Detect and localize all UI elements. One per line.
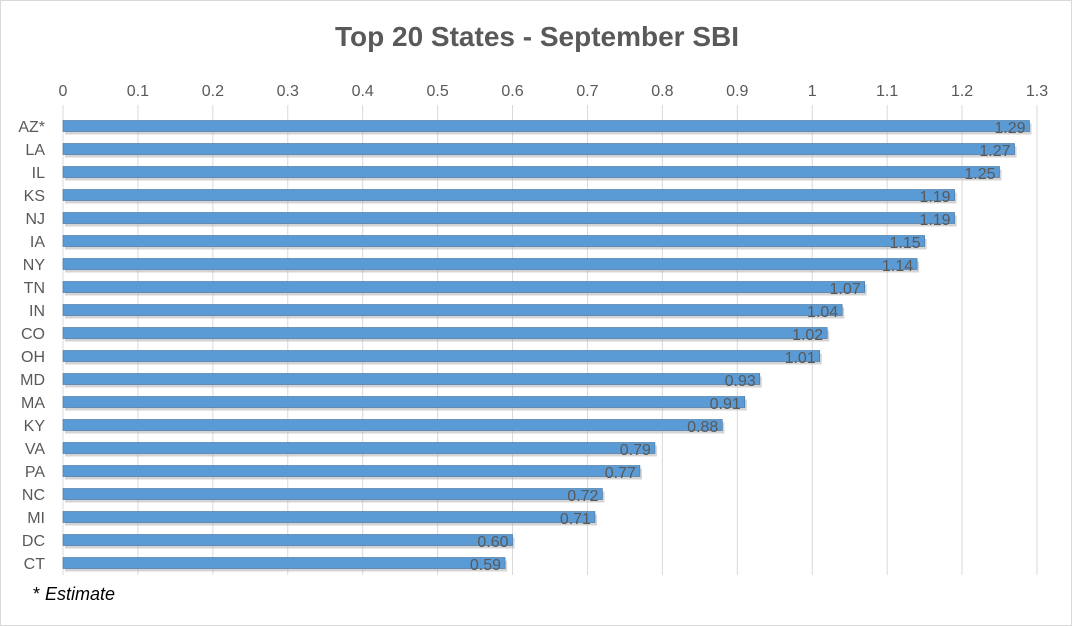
x-tick-label: 0.6 [501, 83, 523, 100]
data-label: 0.91 [710, 396, 741, 413]
bars [62, 120, 1032, 572]
bar [62, 488, 603, 500]
data-label: 1.25 [964, 166, 995, 183]
x-tick-label: 1.1 [876, 83, 898, 100]
data-label: 1.15 [889, 235, 920, 252]
category-label: CT [24, 556, 46, 573]
category-label: IN [29, 303, 45, 320]
bar [62, 465, 641, 477]
chart-title: Top 20 States - September SBI [334, 21, 740, 52]
category-label: CO [21, 326, 45, 343]
bar [62, 511, 596, 523]
data-label: 0.72 [567, 488, 598, 505]
footnote-text: Estimate [45, 584, 116, 604]
category-label: NY [23, 257, 46, 274]
x-tick-label: 0.1 [127, 83, 149, 100]
x-tick-label: 0.9 [726, 83, 748, 100]
data-label: 1.29 [994, 120, 1025, 137]
data-label: 1.27 [979, 143, 1010, 160]
x-tick-label: 1.2 [951, 83, 973, 100]
bar [62, 396, 746, 408]
bar [62, 281, 865, 293]
data-label: 1.07 [830, 281, 861, 298]
data-label: 1.19 [919, 212, 950, 229]
category-label: KY [24, 418, 46, 435]
bar [62, 143, 1015, 155]
category-label: PA [25, 464, 45, 481]
data-label: 1.19 [919, 189, 950, 206]
category-label: NC [22, 487, 45, 504]
x-tick-label: 0.5 [426, 83, 448, 100]
category-label: NJ [25, 211, 45, 228]
x-tick-label: 0.7 [576, 83, 598, 100]
x-axis-ticks: 0 0.1 0.2 0.3 0.4 0.5 0.6 0.7 0.8 0.9 1 1.1 1.2 1.3 [59, 83, 1049, 100]
data-label: 1.02 [792, 327, 823, 344]
bar [62, 442, 656, 454]
bar [62, 419, 723, 431]
data-label: 1.14 [882, 258, 913, 275]
bar [62, 258, 918, 270]
bar [62, 120, 1030, 132]
x-tick-label: 0.3 [277, 83, 299, 100]
category-label: MA [21, 395, 45, 412]
bar [62, 534, 513, 546]
data-label: 0.59 [470, 557, 501, 574]
category-label: MI [27, 510, 45, 527]
data-label: 0.93 [725, 373, 756, 390]
category-label: IA [30, 234, 45, 251]
x-tick-label: 0 [59, 83, 68, 100]
bar [62, 212, 955, 224]
x-tick-label: 0.4 [352, 83, 374, 100]
data-label: 1.01 [785, 350, 816, 367]
bar [62, 166, 1000, 178]
footnote: * Estimate [33, 584, 115, 605]
category-label: TN [24, 280, 45, 297]
data-label: 0.77 [605, 465, 636, 482]
data-label: 0.88 [687, 419, 718, 436]
category-label: OH [21, 349, 45, 366]
bar [62, 373, 761, 385]
category-label: AZ* [18, 119, 45, 136]
category-label: DC [22, 533, 45, 550]
data-label: 1.04 [807, 304, 838, 321]
category-label: MD [20, 372, 45, 389]
bar [62, 189, 955, 201]
x-tick-label: 0.8 [651, 83, 673, 100]
y-axis-categories: AZ* LA IL KS NJ IA NY TN IN CO OH MD MA KY VA PA NC MI DC C… [18, 119, 45, 573]
bar [62, 350, 821, 362]
bar [62, 557, 506, 569]
category-label: KS [24, 188, 45, 205]
category-label: LA [25, 142, 45, 159]
category-label: VA [25, 441, 45, 458]
data-label: 0.79 [620, 442, 651, 459]
data-label: 0.71 [560, 511, 591, 528]
bar [62, 327, 828, 339]
bar [62, 304, 843, 316]
data-labels: 1.29 1.27 1.25 1.19 1.19 1.15 1.14 1.07 1.04 1.02… [470, 120, 1026, 574]
category-label: IL [32, 165, 45, 182]
x-tick-label: 1 [808, 83, 817, 100]
bar [62, 235, 925, 247]
x-tick-label: 0.2 [202, 83, 224, 100]
x-tick-label: 1.3 [1026, 83, 1048, 100]
data-label: 0.60 [477, 534, 508, 551]
footnote-asterisk: * [33, 584, 41, 604]
